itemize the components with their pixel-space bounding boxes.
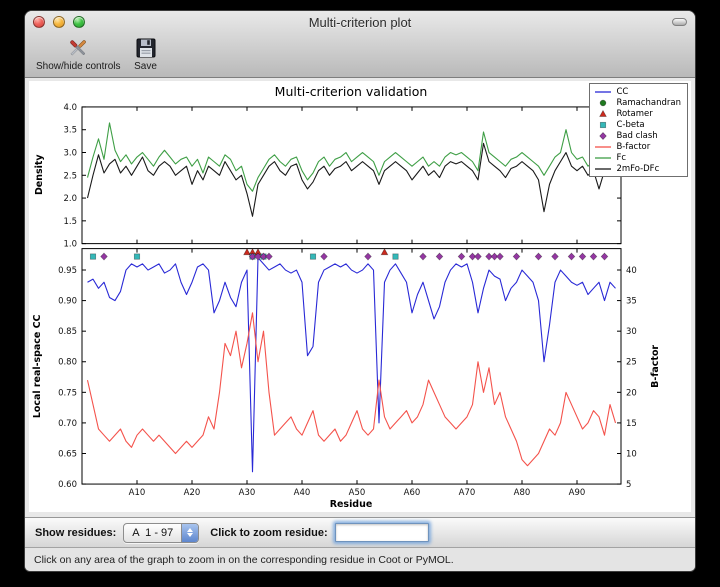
svg-text:0.75: 0.75 <box>58 388 77 398</box>
svg-text:30: 30 <box>626 327 637 337</box>
svg-text:15: 15 <box>626 419 637 429</box>
legend-label: 2mFo-DFc <box>616 163 660 174</box>
svg-text:0.80: 0.80 <box>58 358 77 368</box>
svg-text:1.5: 1.5 <box>63 217 77 227</box>
legend-label: CC <box>616 86 629 97</box>
svg-text:2.5: 2.5 <box>63 171 77 181</box>
figure-panel: 1.0 1.5 2.0 2.5 3.0 3.5 4.0 0.60 0.65 0.70 0.75 0.8… <box>29 81 691 512</box>
svg-text:35: 35 <box>626 297 637 307</box>
status-bar: Click on any area of the graph to zoom i… <box>25 547 695 571</box>
density-axis-label: Density <box>34 155 45 196</box>
svg-text:4.0: 4.0 <box>63 103 77 113</box>
legend-label: Bad clash <box>616 130 658 141</box>
b-factor-legend-marker-icon <box>595 145 612 148</box>
2mfo-dfc-legend-marker-icon <box>595 167 612 170</box>
local-cc-axis-label: Local real-space CC <box>32 314 43 418</box>
rotamer-legend-marker-icon <box>599 109 608 117</box>
svg-text:0.95: 0.95 <box>58 266 77 276</box>
svg-text:A40: A40 <box>294 488 311 498</box>
svg-text:A10: A10 <box>129 488 146 498</box>
legend-item: CC <box>593 86 681 97</box>
residue-axis-label: Residue <box>330 499 373 510</box>
svg-text:1.0: 1.0 <box>63 240 77 250</box>
svg-text:3.5: 3.5 <box>63 126 77 136</box>
legend-label: Rotamer <box>616 108 653 119</box>
tools-icon <box>65 35 91 61</box>
svg-text:20: 20 <box>626 388 637 398</box>
show-hide-controls-button[interactable]: Show/hide controls <box>31 34 126 73</box>
svg-text:0.90: 0.90 <box>58 297 77 307</box>
show-residues-value: A 1 - 97 <box>132 526 174 539</box>
legend-label: Fc <box>616 152 626 163</box>
svg-text:0.60: 0.60 <box>58 480 77 490</box>
svg-text:A20: A20 <box>184 488 201 498</box>
figure-title: Multi-criterion validation <box>275 84 428 99</box>
legend-item: Ramachandran <box>593 97 681 108</box>
bad-clash-legend-marker-icon <box>599 131 608 140</box>
chevron-down-icon <box>187 533 194 537</box>
svg-text:25: 25 <box>626 358 637 368</box>
zoom-residue-input[interactable] <box>334 523 429 542</box>
svg-text:40: 40 <box>626 266 637 276</box>
popup-stepper-icon <box>181 523 199 542</box>
svg-text:A70: A70 <box>459 488 476 498</box>
legend-label: Ramachandran <box>616 97 681 108</box>
svg-text:5: 5 <box>626 480 631 490</box>
legend-label: B-factor <box>616 141 651 152</box>
svg-text:3.0: 3.0 <box>63 149 77 159</box>
show-residues-label: Show residues: <box>35 526 117 539</box>
legend-item: B-factor <box>593 141 681 152</box>
toolbar-button-label: Show/hide controls <box>36 61 121 72</box>
fc-legend-marker-icon <box>595 156 612 159</box>
zoom-residue-label: Click to zoom residue: <box>210 526 328 539</box>
svg-text:0.70: 0.70 <box>58 419 77 429</box>
control-strip: Show residues: A 1 - 97 Click to zoom re… <box>25 517 695 547</box>
status-text: Click on any area of the graph to zoom i… <box>34 553 454 566</box>
save-button[interactable]: Save <box>128 34 164 73</box>
legend-label: C-beta <box>616 119 645 130</box>
svg-text:A50: A50 <box>349 488 366 498</box>
minimize-button[interactable] <box>53 16 65 28</box>
save-icon <box>133 35 159 61</box>
cc-legend-marker-icon <box>595 90 612 93</box>
legend-item: 2mFo-DFc <box>593 163 681 174</box>
show-residues-select[interactable]: A 1 - 97 <box>123 522 200 543</box>
svg-text:10: 10 <box>626 449 637 459</box>
multi-criterion-plot-canvas[interactable]: 1.0 1.5 2.0 2.5 3.0 3.5 4.0 0.60 0.65 0.70 0.75 0.8… <box>29 81 691 512</box>
bfactor-axis-label: B-factor <box>650 345 661 388</box>
svg-text:0.85: 0.85 <box>58 327 77 337</box>
toolbar-toggle-button[interactable] <box>672 18 687 26</box>
plot-legend: CC Ramachandran Rotamer C-beta Bad clash B-fa… <box>589 83 688 177</box>
title-bar[interactable]: Multi-criterion plot <box>25 11 695 33</box>
legend-item: C-beta <box>593 119 681 130</box>
svg-text:0.65: 0.65 <box>58 449 77 459</box>
legend-item: Fc <box>593 152 681 163</box>
chevron-up-icon <box>187 528 194 532</box>
toolbar-button-label: Save <box>134 61 157 72</box>
multi-criterion-plot-window: Multi-criterion plot <box>24 10 696 572</box>
window-title: Multi-criterion plot <box>308 14 412 30</box>
toolbar: Show/hide controls Save <box>25 33 695 77</box>
close-button[interactable] <box>33 16 45 28</box>
svg-text:A30: A30 <box>239 488 256 498</box>
svg-text:A60: A60 <box>404 488 421 498</box>
legend-item: Rotamer <box>593 108 681 119</box>
c-beta-legend-marker-icon <box>600 121 607 128</box>
svg-text:2.0: 2.0 <box>63 194 77 204</box>
ramachandran-legend-marker-icon <box>600 99 607 106</box>
svg-text:A90: A90 <box>569 488 586 498</box>
legend-item: Bad clash <box>593 130 681 141</box>
zoom-button[interactable] <box>73 16 85 28</box>
plot-content-area: 1.0 1.5 2.0 2.5 3.0 3.5 4.0 0.60 0.65 0.70 0.75 0.8… <box>25 78 695 517</box>
window-header: Multi-criterion plot <box>25 11 695 78</box>
svg-text:A80: A80 <box>514 488 531 498</box>
